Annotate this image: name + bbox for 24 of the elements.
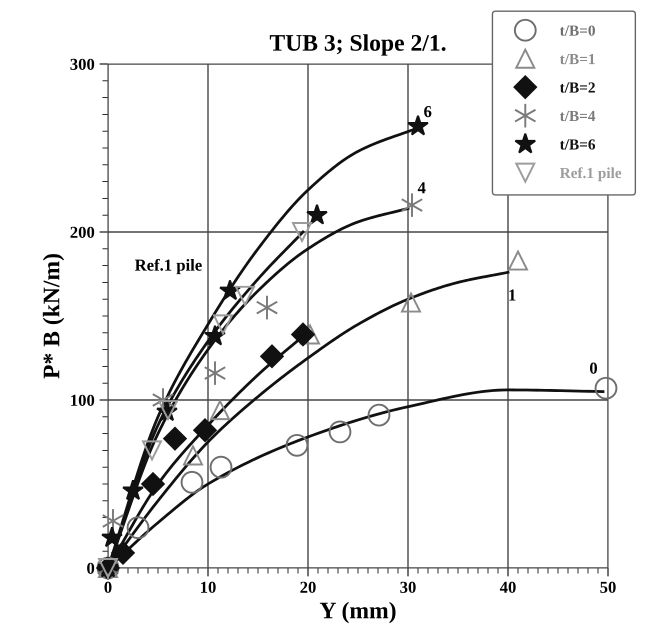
x-tick-label: 40 — [500, 582, 516, 593]
legend-label: t/B=0 — [560, 25, 595, 36]
x-axis-title: Y (mm) — [320, 602, 396, 624]
y-tick-label: 100 — [71, 394, 94, 406]
y-tick-label: 200 — [70, 226, 94, 238]
annotation: 1 — [509, 290, 516, 301]
annotation: Ref.1 pile — [134, 258, 202, 274]
legend-label: t/B=2 — [560, 82, 595, 93]
annotation: 0 — [590, 362, 598, 374]
x-tick-label: 50 — [600, 582, 616, 593]
x-tick-label: 20 — [300, 582, 316, 593]
legend-label: t/B=4 — [560, 110, 596, 122]
legend-label: t/B=1 — [560, 54, 595, 64]
y-tick-label: 0 — [87, 562, 94, 574]
x-tick-label: 30 — [400, 582, 416, 593]
annotation: 4 — [418, 182, 426, 194]
annotation: 6 — [424, 106, 432, 118]
chart-title: TUB 3; Slope 2/1. — [270, 34, 446, 56]
legend-label: Ref.1 pile — [560, 167, 622, 182]
x-tick-label: 0 — [104, 582, 112, 593]
y-axis-title: P* B (kN/m) — [42, 254, 64, 379]
legend-label: t/B=6 — [560, 139, 596, 150]
x-tick-label: 10 — [201, 582, 216, 593]
y-tick-label: 300 — [70, 58, 94, 70]
